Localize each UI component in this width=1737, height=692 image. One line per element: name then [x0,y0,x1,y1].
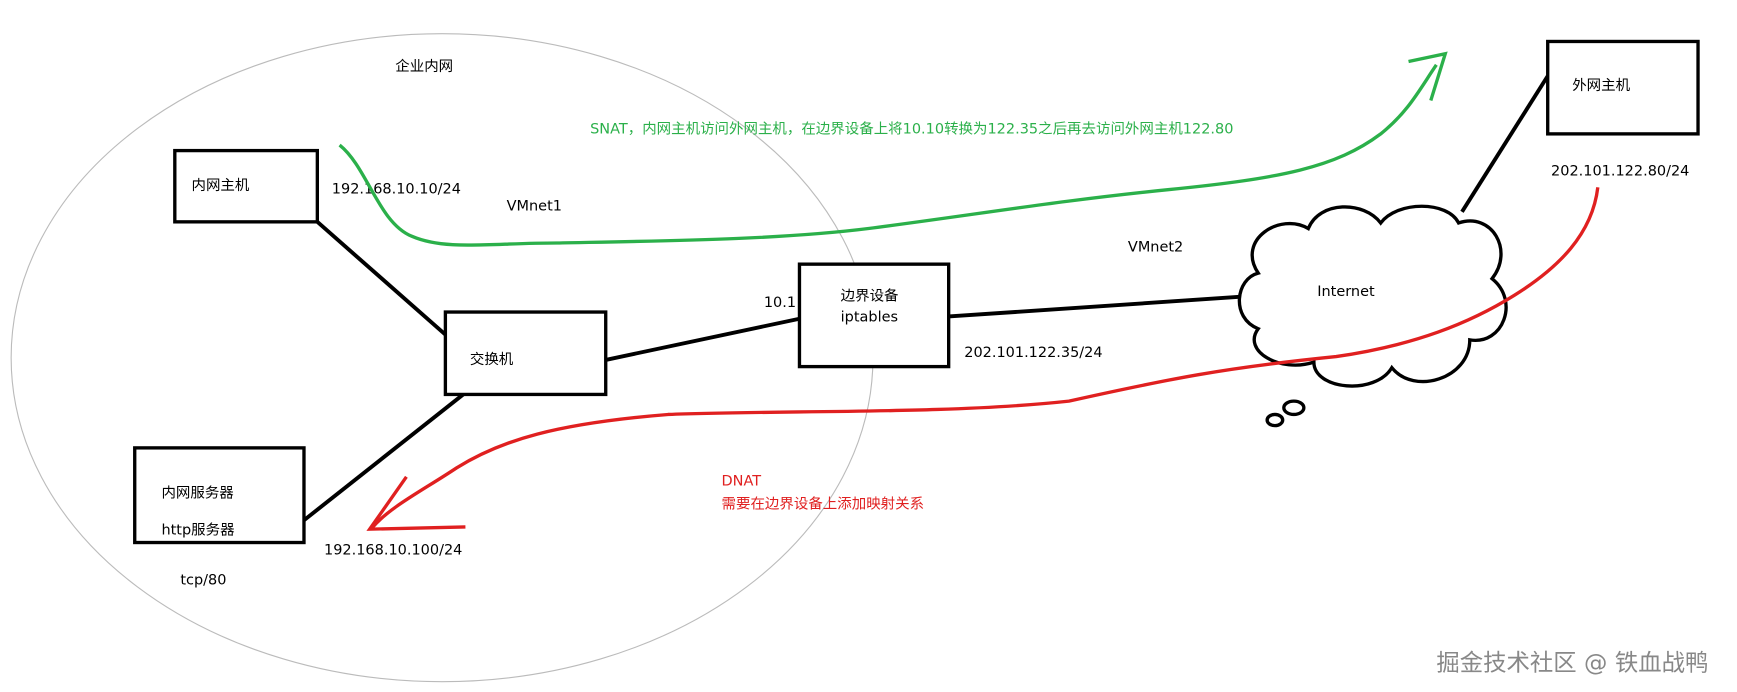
node-label: 外网主机 [1572,77,1630,94]
gateway-box [797,262,951,369]
link [1460,74,1550,213]
cloud-bubble [1282,399,1306,417]
dnat-annotation: 需要在边界设备上添加映射关系 [722,496,925,513]
host-box [173,148,320,224]
node-label: 内网服务器 [161,485,234,502]
address-label: 202.101.122.35/24 [964,345,1102,361]
port-label: tcp/80 [180,572,226,588]
node-label: 交换机 [470,350,514,368]
link [948,294,1245,319]
address-label: 202.101.122.80/24 [1551,164,1689,180]
link [605,316,800,362]
address-label: 192.168.10.10/24 [332,182,461,198]
address-label: 10.1 [764,295,796,311]
dnat-title: DNAT [722,473,762,489]
dnat-arrowhead [366,475,466,531]
snat-arrowhead [1408,51,1448,101]
node-label: 边界设备 [841,287,899,304]
node-label: iptables [841,310,898,326]
node-label: http服务器 [161,521,235,538]
region-label: 企业内网 [395,58,453,75]
watermark: 掘金技术社区 @ 铁血战鸭 [1436,648,1708,676]
cloud-bubble [1265,412,1285,428]
network-label: VMnet1 [507,198,562,214]
server-box [133,446,306,545]
dnat-path [370,187,1600,530]
snat-annotation: SNAT，内网主机访问外网主机，在边界设备上将10.10转换为122.35之后再… [590,120,1233,137]
link [316,220,449,338]
switch-box [443,310,608,397]
address-label: 192.168.10.100/24 [324,542,462,558]
external-host-box [1546,39,1700,136]
snat-path [338,63,1438,247]
link [302,392,465,522]
node-label: 内网主机 [192,177,250,194]
node-label: Internet [1317,284,1375,300]
network-label: VMnet2 [1128,239,1183,255]
